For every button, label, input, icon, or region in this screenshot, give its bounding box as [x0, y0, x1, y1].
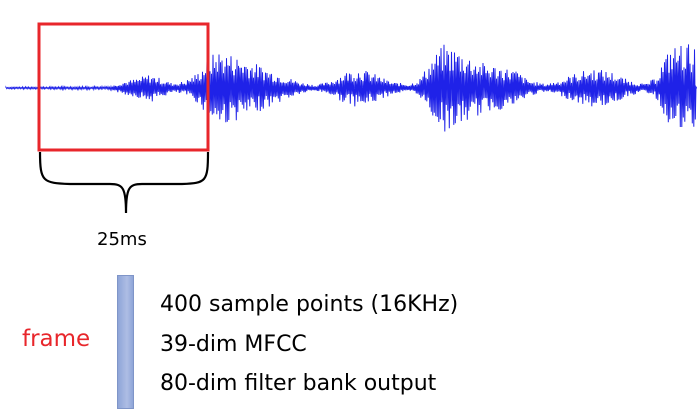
feature-item-mfcc: 39-dim MFCC — [160, 332, 307, 357]
window-duration-label: 25ms — [97, 229, 147, 250]
analysis-window-box — [37, 22, 210, 152]
feature-item-filterbank: 80-dim filter bank output — [160, 371, 437, 396]
frame-label: frame — [22, 326, 91, 352]
frame-vector-bar — [117, 275, 134, 409]
speech-waveform — [5, 44, 697, 132]
window-duration-brace — [38, 151, 210, 214]
feature-item-samples: 400 sample points (16KHz) — [160, 292, 459, 317]
